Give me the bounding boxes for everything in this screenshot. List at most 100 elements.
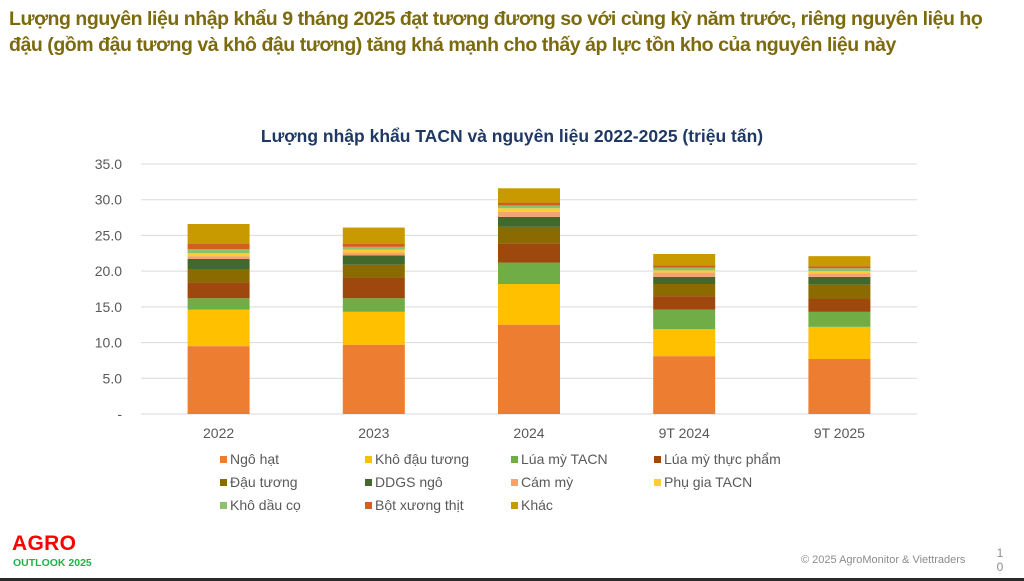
- chart-title: Lượng nhập khẩu TACN và nguyên liệu 2022…: [260, 126, 764, 146]
- bar-segment: [498, 243, 560, 263]
- bar-segment: [187, 298, 250, 310]
- legend-label: DDGS ngô: [375, 474, 443, 490]
- x-tick-label: 2022: [203, 425, 234, 441]
- bar-stack: [498, 188, 560, 414]
- bars: [187, 188, 871, 414]
- legend-swatch: [365, 455, 372, 463]
- y-tick-label: 15.0: [95, 299, 122, 315]
- bar-segment: [342, 227, 405, 244]
- copyright: © 2025 AgroMonitor & Viettraders: [801, 554, 966, 566]
- legend-label: Khô đậu tương: [375, 451, 470, 467]
- x-axis-ticks: 2022 2023 2024 9T 2024 9T 2025: [203, 425, 865, 441]
- legend-item: Đậu tương: [220, 474, 298, 490]
- bar-segment: [342, 244, 405, 247]
- x-tick-label: 2023: [358, 425, 389, 441]
- stacked-bar-chart: -5.010.015.020.025.030.035.0 2022 2023 202…: [95, 156, 917, 441]
- y-tick-label: 5.0: [103, 370, 123, 386]
- bar-segment: [653, 270, 716, 273]
- y-tick-label: 25.0: [95, 227, 122, 243]
- legend-item: Khác: [511, 497, 553, 513]
- bar-segment: [653, 272, 716, 277]
- bar-segment: [342, 298, 405, 312]
- bar-segment: [653, 265, 716, 268]
- legend-swatch: [220, 455, 227, 463]
- bar-segment: [808, 268, 871, 272]
- bar-segment: [187, 244, 250, 249]
- legend-item: Khô đậu tương: [365, 451, 469, 467]
- bar-segment: [187, 253, 250, 257]
- bar-segment: [187, 346, 250, 414]
- y-tick-label: 30.0: [95, 192, 122, 208]
- page-number: 10: [996, 546, 1004, 574]
- logo-agro: AGRO: [12, 532, 77, 555]
- bar-segment: [498, 324, 560, 414]
- bar-segment: [342, 246, 405, 250]
- bar-segment: [808, 276, 871, 285]
- bar-segment: [187, 269, 250, 283]
- legend-swatch: [220, 501, 227, 509]
- legend-item: Khô dầu cọ: [220, 497, 301, 513]
- bar-segment: [808, 359, 871, 414]
- bar-segment: [653, 309, 716, 329]
- bar-segment: [808, 311, 871, 327]
- bar-segment: [808, 266, 871, 269]
- bar-segment: [342, 344, 405, 414]
- bar-segment: [498, 205, 560, 209]
- bar-segment: [808, 299, 871, 312]
- legend-swatch: [365, 501, 372, 509]
- bar-segment: [498, 202, 560, 206]
- x-tick-label: 9T 2024: [659, 425, 710, 441]
- legend-swatch: [511, 501, 518, 509]
- legend-label: Ngô hạt: [230, 451, 280, 467]
- bar-segment: [653, 276, 716, 284]
- legend-item: Lúa mỳ thực phẩm: [654, 451, 781, 467]
- bar-segment: [498, 211, 560, 217]
- bar-segment: [187, 256, 250, 259]
- bar-segment: [187, 282, 250, 299]
- bar-segment: [187, 224, 250, 244]
- y-tick-label: -: [117, 406, 122, 422]
- y-tick-label: 35.0: [95, 156, 122, 172]
- bar-segment: [653, 329, 716, 357]
- headline: Lượng nguyên liệu nhập khẩu 9 tháng 2025…: [9, 8, 983, 56]
- bar-segment: [808, 273, 871, 277]
- bar-segment: [342, 255, 405, 265]
- legend-label: Khác: [521, 497, 553, 513]
- legend-label: Bột xương thịt: [375, 497, 464, 513]
- legend-swatch: [654, 455, 661, 463]
- bar-segment: [653, 284, 716, 297]
- bar-segment: [653, 254, 716, 266]
- logo-outlook: OUTLOOK 2025: [13, 557, 92, 569]
- y-tick-label: 10.0: [95, 335, 122, 351]
- legend-item: Ngô hạt: [220, 451, 279, 467]
- bar-segment: [498, 226, 560, 244]
- bar-segment: [498, 262, 560, 284]
- legend-label: Lúa mỳ TACN: [521, 451, 608, 467]
- legend-swatch: [220, 478, 227, 486]
- bar-segment: [653, 296, 716, 310]
- bar-segment: [187, 309, 250, 347]
- x-tick-label: 9T 2025: [814, 425, 865, 441]
- bar-segment: [342, 277, 405, 299]
- bar-segment: [498, 188, 560, 203]
- bar-segment: [187, 249, 250, 254]
- legend-item: Phụ gia TACN: [654, 474, 752, 490]
- bar-stack: [653, 254, 716, 414]
- legend-swatch: [365, 478, 372, 486]
- bar-segment: [342, 252, 405, 256]
- bar-segment: [342, 311, 405, 345]
- bar-segment: [498, 216, 560, 227]
- bar-segment: [808, 284, 871, 299]
- bar-segment: [808, 271, 871, 274]
- legend-swatch: [511, 478, 518, 486]
- legend-label: Cám mỳ: [521, 474, 574, 490]
- bar-segment: [808, 256, 871, 267]
- bar-segment: [808, 326, 871, 359]
- bar-segment: [653, 356, 716, 414]
- y-tick-label: 20.0: [95, 263, 122, 279]
- legend-label: Lúa mỳ thực phẩm: [664, 451, 781, 467]
- bar-stack: [187, 224, 250, 414]
- bar-segment: [187, 259, 250, 269]
- bar-segment: [498, 208, 560, 212]
- bottom-border: [0, 578, 1024, 581]
